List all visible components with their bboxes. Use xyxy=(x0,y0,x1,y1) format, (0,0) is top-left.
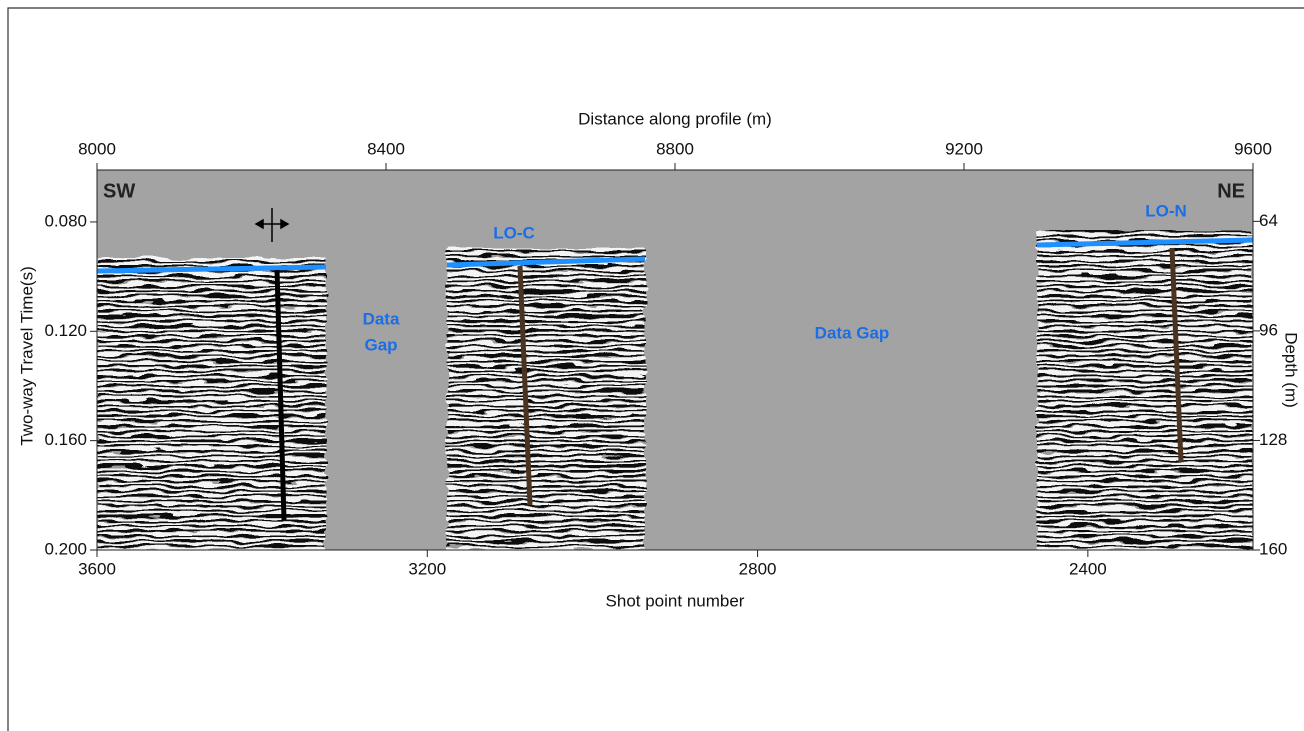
seismic-panel xyxy=(1037,230,1253,550)
y2-tick-label: 96 xyxy=(1259,320,1278,339)
annotation: LO-C xyxy=(493,223,535,242)
annotation: Data xyxy=(363,309,400,328)
x2-axis-label: Distance along profile (m) xyxy=(578,109,772,128)
y2-tick-label: 160 xyxy=(1259,539,1287,558)
anticline-symbol xyxy=(254,208,290,242)
annotation: SW xyxy=(103,180,135,202)
seismic-panel xyxy=(447,248,645,550)
fault xyxy=(1169,247,1184,463)
y-tick-label: 0.080 xyxy=(44,211,87,230)
annotation: LO-N xyxy=(1145,201,1187,220)
interpretation xyxy=(96,208,1254,521)
horizon xyxy=(1036,237,1254,248)
x2-tick-label: 9600 xyxy=(1234,139,1272,158)
y-tick-label: 0.160 xyxy=(44,430,87,449)
x-tick-label: 3600 xyxy=(78,559,116,578)
annotation: Gap xyxy=(364,335,397,354)
x2-tick-label: 8000 xyxy=(78,139,116,158)
fault xyxy=(517,265,533,506)
x2-tick-label: 8800 xyxy=(656,139,694,158)
y-axis-label: Two-way Travel Time(s) xyxy=(17,266,36,445)
x2-tick-label: 8400 xyxy=(367,139,405,158)
x2-tick-label: 9200 xyxy=(945,139,983,158)
annotation: Data Gap xyxy=(815,323,890,342)
seismic-data xyxy=(97,230,1253,550)
annotation: NE xyxy=(1217,180,1245,202)
y-tick-label: 0.120 xyxy=(44,321,87,340)
x-tick-label: 2400 xyxy=(1069,559,1107,578)
x-tick-label: 3200 xyxy=(408,559,446,578)
y2-axis-label: Depth (m) xyxy=(1282,332,1301,408)
horizon xyxy=(446,256,646,268)
frame xyxy=(7,7,1304,731)
y-tick-label: 0.200 xyxy=(44,539,87,558)
y2-tick-label: 128 xyxy=(1259,430,1287,449)
seismic-panel xyxy=(97,258,326,550)
fault xyxy=(274,269,287,521)
horizon xyxy=(96,264,327,274)
y2-tick-label: 64 xyxy=(1259,211,1278,230)
x-tick-label: 2800 xyxy=(739,559,777,578)
x-axis-label: Shot point number xyxy=(606,591,745,610)
